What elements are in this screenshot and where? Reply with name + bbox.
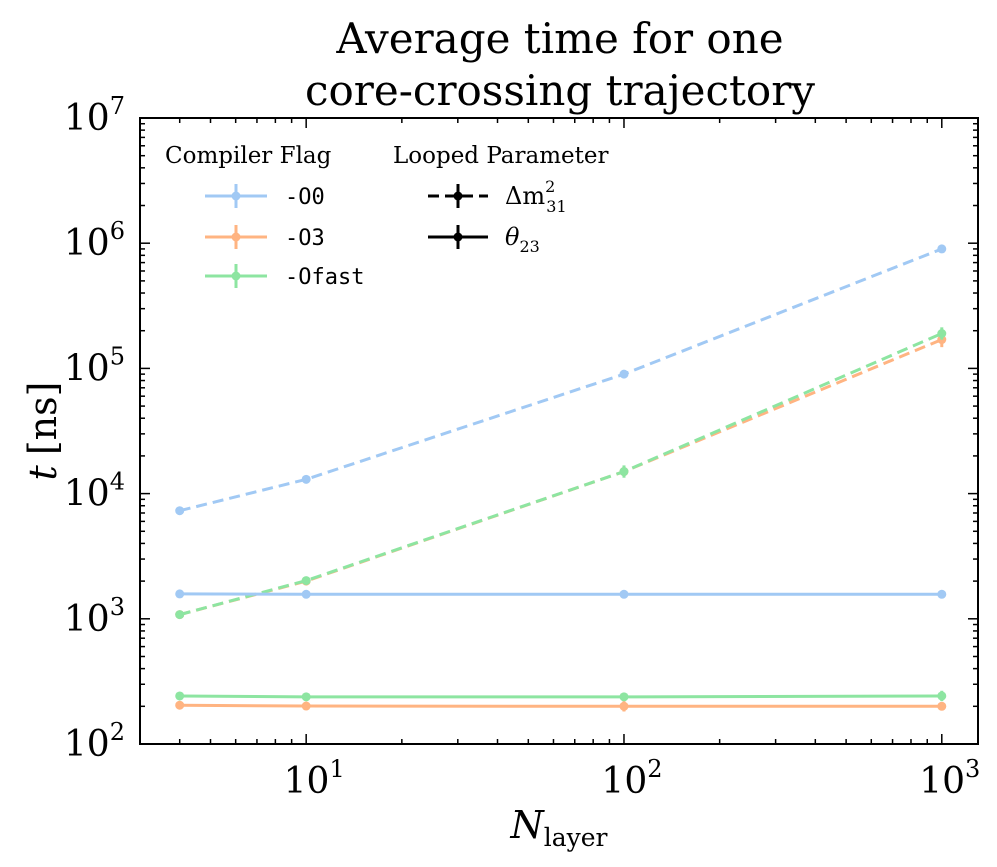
series-ofast-dm31 [175, 327, 947, 620]
data-point-ofast-theta23 [619, 692, 629, 702]
series-line-ofast-dm31 [179, 332, 943, 617]
x-axis-label-main: N [509, 803, 545, 847]
legend-marker-o3 [231, 232, 241, 242]
y-tick-label-1e6: 106 [64, 217, 125, 264]
legend-entry-o0: -O0 [205, 184, 325, 210]
legend-label-dm31-symbol: Δm [505, 182, 545, 210]
series-layer [175, 244, 947, 712]
legend-label-dm31-sup: 2 [545, 177, 555, 196]
x-tick-label-1e3-exp: 3 [965, 755, 980, 783]
series-o3-theta23 [175, 700, 947, 712]
legend: Compiler Flag Looped Parameter -O0 -O3 -… [165, 143, 608, 290]
legend-label-ofast: -Ofast [285, 265, 364, 290]
data-point-ofast-theta23 [175, 691, 185, 701]
data-point-ofast-dm31 [937, 329, 947, 339]
series-o0-theta23 [175, 589, 947, 599]
x-axis-label-sub: layer [544, 823, 608, 852]
chart-title-line-2: core-crossing trajectory [305, 66, 815, 115]
series-line-o3-dm31 [179, 338, 943, 617]
legend-title-compiler-flag: Compiler Flag [165, 143, 332, 169]
series-line-ofast-theta23 [179, 694, 942, 699]
y-tick-label-1e2: 102 [64, 718, 125, 765]
legend-label-o3: -O3 [285, 226, 325, 251]
legend-entry-ofast: -Ofast [205, 264, 364, 290]
x-tick-label-1e2-base: 10 [601, 761, 647, 802]
x-tick-label-1e1-base: 10 [284, 761, 330, 802]
legend-marker-o0 [231, 191, 241, 201]
y-tick-label-1e5-base: 10 [64, 348, 110, 389]
data-point-o3-theta23 [175, 700, 185, 710]
legend-marker-ofast [231, 271, 241, 281]
legend-label-theta23-symbol: θ [505, 223, 520, 251]
y-tick-label-1e6-base: 10 [64, 223, 110, 264]
data-point-o0-dm31 [301, 474, 311, 484]
data-point-o3-theta23 [301, 701, 311, 711]
y-tick-label-1e5: 105 [64, 342, 125, 389]
series-o0-dm31 [175, 244, 947, 516]
legend-label-theta23-sub: 23 [519, 237, 539, 256]
y-tick-label-1e2-exp: 2 [110, 718, 125, 746]
y-tick-label-1e2-base: 10 [64, 724, 110, 765]
y-tick-label-1e4: 104 [64, 468, 125, 515]
data-point-o0-theta23 [175, 589, 185, 599]
legend-label-dm31-sub: 31 [546, 197, 566, 216]
data-point-ofast-dm31 [301, 576, 311, 586]
data-point-o0-theta23 [619, 589, 629, 599]
x-tick-label-1e2-exp: 2 [647, 755, 662, 783]
data-point-o0-theta23 [301, 589, 311, 599]
y-tick-label-1e5-exp: 5 [110, 342, 125, 370]
y-tick-label-1e3: 103 [64, 593, 125, 640]
data-point-o0-theta23 [937, 589, 947, 599]
data-point-o0-dm31 [937, 244, 947, 254]
y-axis-label-unit: [ns] [21, 382, 65, 456]
series-line-o3-theta23 [179, 703, 942, 708]
y-tick-label-1e7: 107 [64, 92, 125, 139]
plot-frame [139, 117, 979, 745]
x-tick-label-1e2: 102 [601, 755, 662, 802]
y-tick-label-1e7-base: 10 [64, 98, 110, 139]
legend-entry-theta23: θ23 [428, 223, 540, 256]
x-tick-label-1e1-exp: 1 [329, 755, 344, 783]
legend-marker-theta23 [453, 232, 463, 242]
y-tick-label-1e3-exp: 3 [110, 593, 125, 621]
legend-title-looped-parameter: Looped Parameter [393, 143, 608, 169]
y-tick-label-1e4-exp: 4 [110, 468, 125, 496]
legend-entry-dm31: Δm2 31 [428, 177, 567, 216]
x-tick-label-1e1: 101 [284, 755, 345, 802]
data-point-ofast-dm31 [175, 610, 185, 620]
data-point-o3-theta23 [937, 701, 947, 711]
legend-label-dm31: Δm2 31 [505, 177, 567, 216]
x-tick-label-1e3: 103 [919, 755, 980, 802]
x-tick-label-1e3-base: 10 [919, 761, 965, 802]
chart-title: Average time for one core-crossing traje… [305, 14, 815, 115]
x-axis-label: Nlayer [509, 803, 607, 852]
data-point-ofast-dm31 [619, 467, 629, 477]
series-line-o0-dm31 [179, 247, 943, 513]
series-o3-dm31 [175, 331, 947, 620]
y-tick-label-1e4-base: 10 [64, 474, 110, 515]
y-tick-label-1e6-exp: 6 [110, 217, 125, 245]
data-point-ofast-theta23 [301, 692, 311, 702]
x-tick-labels: 101 102 103 [284, 755, 981, 802]
legend-label-o0: -O0 [285, 185, 325, 210]
legend-marker-dm31 [453, 191, 463, 201]
y-axis-label-main: t [21, 464, 65, 480]
y-tick-label-1e3-base: 10 [64, 599, 110, 640]
y-tick-label-1e7-exp: 7 [110, 92, 125, 120]
data-point-o0-dm31 [619, 369, 629, 379]
series-ofast-theta23 [175, 690, 947, 702]
legend-entry-o3: -O3 [205, 225, 325, 251]
chart-title-line-1: Average time for one [335, 14, 783, 63]
legend-label-theta23: θ23 [505, 223, 540, 256]
data-point-ofast-theta23 [937, 691, 947, 701]
data-point-o3-theta23 [619, 701, 629, 711]
data-point-o0-dm31 [175, 506, 185, 516]
y-axis-label: t [ns] [21, 382, 65, 481]
